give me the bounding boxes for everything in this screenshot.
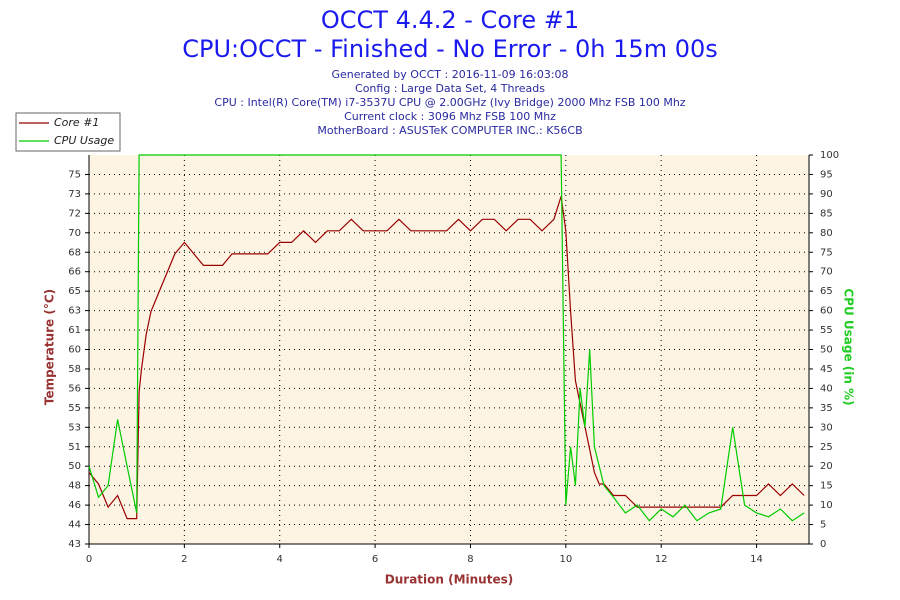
- x-tick-label: 14: [750, 554, 763, 565]
- x-axis-label: Duration (Minutes): [385, 573, 513, 587]
- y-tick-label: 60: [68, 345, 81, 356]
- x-tick-label: 10: [559, 554, 572, 565]
- y2-tick-label: 25: [820, 442, 833, 453]
- y2-tick-label: 0: [820, 539, 826, 550]
- y-tick-label: 65: [68, 286, 81, 297]
- y-tick-label: 50: [68, 461, 81, 472]
- y-tick-label: 53: [68, 422, 81, 433]
- y2-axis-label: CPU Usage (in %): [842, 288, 856, 405]
- y-tick-label: 44: [68, 520, 81, 531]
- info-line: MotherBoard : ASUSTeK COMPUTER INC.: K56…: [317, 124, 582, 137]
- y2-tick-label: 60: [820, 306, 833, 317]
- chart-title: OCCT 4.4.2 - Core #1: [321, 6, 579, 34]
- y-tick-label: 43: [68, 539, 81, 550]
- y2-tick-label: 100: [820, 150, 839, 161]
- x-tick-label: 8: [467, 554, 473, 565]
- y-tick-label: 75: [68, 169, 81, 180]
- y2-tick-label: 85: [820, 208, 833, 219]
- x-tick-label: 0: [86, 554, 92, 565]
- y-tick-label: 58: [68, 364, 81, 375]
- x-tick-label: 2: [181, 554, 187, 565]
- y2-tick-label: 65: [820, 286, 833, 297]
- legend-label: CPU Usage: [54, 134, 114, 147]
- y2-tick-label: 95: [820, 169, 833, 180]
- y2-tick-label: 90: [820, 189, 833, 200]
- y-tick-label: 63: [68, 306, 81, 317]
- info-line: CPU : Intel(R) Core(TM) i7-3537U CPU @ 2…: [214, 96, 685, 109]
- y-tick-label: 56: [68, 383, 81, 394]
- y-tick-label: 72: [68, 208, 81, 219]
- y2-tick-label: 80: [820, 228, 833, 239]
- legend-label: Core #1: [54, 116, 99, 129]
- y-tick-label: 55: [68, 403, 81, 414]
- y2-tick-label: 70: [820, 267, 833, 278]
- y2-tick-label: 45: [820, 364, 833, 375]
- y2-tick-label: 20: [820, 461, 833, 472]
- y-tick-label: 46: [68, 500, 81, 511]
- y-tick-label: 61: [68, 325, 81, 336]
- y-tick-label: 73: [68, 189, 81, 200]
- y2-tick-label: 15: [820, 481, 833, 492]
- chart-subtitle: CPU:OCCT - Finished - No Error - 0h 15m …: [182, 35, 718, 63]
- y2-tick-label: 40: [820, 383, 833, 394]
- y-tick-label: 66: [68, 267, 81, 278]
- y-tick-label: 51: [68, 442, 81, 453]
- x-tick-label: 6: [372, 554, 378, 565]
- x-tick-label: 4: [277, 554, 283, 565]
- y2-tick-label: 30: [820, 422, 833, 433]
- y2-tick-label: 10: [820, 500, 833, 511]
- info-line: Generated by OCCT : 2016-11-09 16:03:08: [331, 68, 568, 81]
- y2-tick-label: 50: [820, 345, 833, 356]
- series-line: [88, 196, 805, 520]
- x-tick-label: 12: [655, 554, 668, 565]
- info-line: Config : Large Data Set, 4 Threads: [355, 82, 545, 95]
- y2-tick-label: 55: [820, 325, 833, 336]
- legend-box: [15, 112, 121, 152]
- series-line: [88, 154, 805, 522]
- y2-tick-label: 5: [820, 520, 826, 531]
- y-axis-label: Temperature (°C): [43, 289, 57, 405]
- y2-tick-label: 35: [820, 403, 833, 414]
- y-tick-label: 68: [68, 247, 81, 258]
- y-tick-label: 48: [68, 481, 81, 492]
- y2-tick-label: 75: [820, 247, 833, 258]
- y-tick-label: 70: [68, 228, 81, 239]
- info-line: Current clock : 3096 Mhz FSB 100 Mhz: [344, 110, 556, 123]
